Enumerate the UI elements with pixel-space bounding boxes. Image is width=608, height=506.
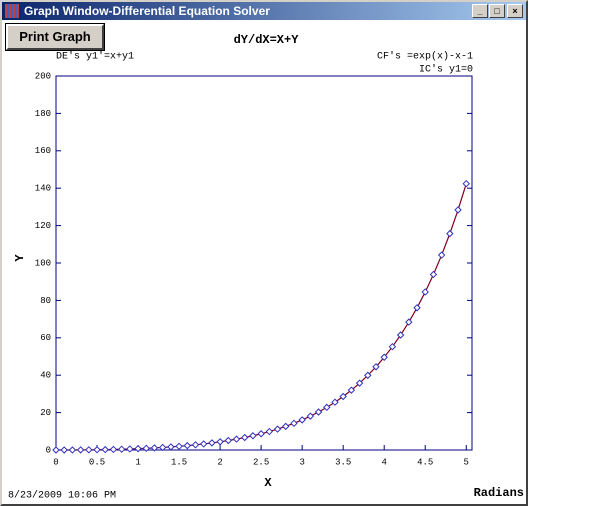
marker	[462, 179, 470, 188]
plot-frame	[55, 75, 473, 451]
marker	[150, 444, 159, 452]
x-axis-label: X	[264, 476, 272, 490]
marker	[298, 416, 306, 424]
marker	[101, 445, 109, 454]
y-tick-label: 80	[40, 296, 51, 306]
x-tick-label: 2	[217, 457, 222, 467]
marker	[117, 445, 126, 453]
marker	[429, 270, 438, 279]
marker	[216, 438, 224, 446]
marker	[175, 442, 183, 451]
marker	[241, 433, 249, 442]
marker	[454, 206, 462, 214]
marker	[142, 444, 150, 453]
marker	[364, 371, 372, 380]
marker	[199, 440, 208, 448]
x-tick-label: 2.5	[253, 457, 269, 467]
annotation: DE's y1'=x+y1	[56, 51, 134, 63]
x-tick-label: 0.5	[89, 457, 105, 467]
marker	[126, 445, 134, 453]
marker	[314, 408, 323, 416]
marker	[257, 430, 265, 438]
marker	[109, 445, 118, 454]
chart-title: dY/dX=X+Y	[234, 33, 300, 47]
marker	[290, 419, 298, 428]
marker	[224, 436, 233, 445]
marker	[388, 342, 397, 351]
y-tick-label: 120	[35, 221, 51, 231]
marker	[273, 425, 282, 433]
marker	[380, 353, 388, 361]
marker	[446, 229, 454, 238]
marker	[331, 398, 339, 406]
timestamp: 8/23/2009 10:06 PM	[8, 490, 116, 502]
marker	[347, 386, 356, 394]
x-unit: Radians	[474, 486, 524, 500]
x-tick-label: 5	[464, 457, 469, 467]
x-tick-label: 1	[135, 457, 140, 467]
minimize-button[interactable]: _	[472, 4, 488, 18]
print-button[interactable]: Print Graph	[5, 23, 105, 51]
marker	[85, 446, 93, 454]
x-tick-label: 0	[53, 457, 58, 467]
x-tick-label: 1.5	[171, 457, 187, 467]
marker	[306, 412, 315, 420]
annotation: IC's y1=0	[419, 64, 473, 76]
x-tick-label: 3.5	[335, 457, 351, 467]
marker	[421, 288, 429, 296]
y-tick-label: 160	[35, 146, 51, 156]
y-axis-label: Y	[13, 254, 27, 262]
maximize-button[interactable]: □	[489, 4, 505, 18]
marker	[396, 331, 405, 339]
marker	[167, 443, 175, 451]
marker	[413, 304, 421, 312]
marker	[282, 422, 290, 431]
x-tick-label: 3	[299, 457, 304, 467]
marker	[405, 318, 413, 326]
marker	[93, 446, 101, 454]
marker	[339, 392, 347, 401]
marker	[52, 446, 60, 454]
y-tick-label: 180	[35, 109, 51, 119]
marker	[134, 444, 142, 453]
marker	[355, 379, 364, 387]
marker	[208, 439, 216, 447]
annotation: CF's =exp(x)-x-1	[377, 51, 473, 63]
marker	[68, 446, 77, 454]
marker	[60, 446, 68, 454]
marker	[232, 435, 241, 443]
marker	[265, 427, 274, 436]
window-title: Graph Window-Differential Equation Solve…	[24, 4, 270, 18]
marker	[191, 441, 200, 449]
marker	[183, 441, 191, 450]
marker	[437, 251, 446, 259]
marker	[249, 432, 257, 440]
y-tick-label: 60	[40, 333, 51, 343]
y-tick-label: 200	[35, 71, 51, 81]
marker	[76, 446, 85, 454]
title-bar: Graph Window-Differential Equation Solve…	[2, 2, 526, 20]
x-tick-label: 4.5	[417, 457, 433, 467]
y-tick-label: 100	[35, 258, 51, 268]
marker	[323, 403, 331, 412]
y-tick-label: 0	[46, 445, 51, 455]
marker	[158, 443, 167, 452]
y-tick-label: 140	[35, 184, 51, 194]
curve	[55, 183, 467, 451]
close-button[interactable]: ×	[507, 4, 523, 18]
marker	[372, 363, 380, 371]
x-tick-label: 4	[382, 457, 387, 467]
y-tick-label: 20	[40, 408, 51, 418]
app-icon	[5, 4, 19, 18]
y-tick-label: 40	[40, 371, 51, 381]
